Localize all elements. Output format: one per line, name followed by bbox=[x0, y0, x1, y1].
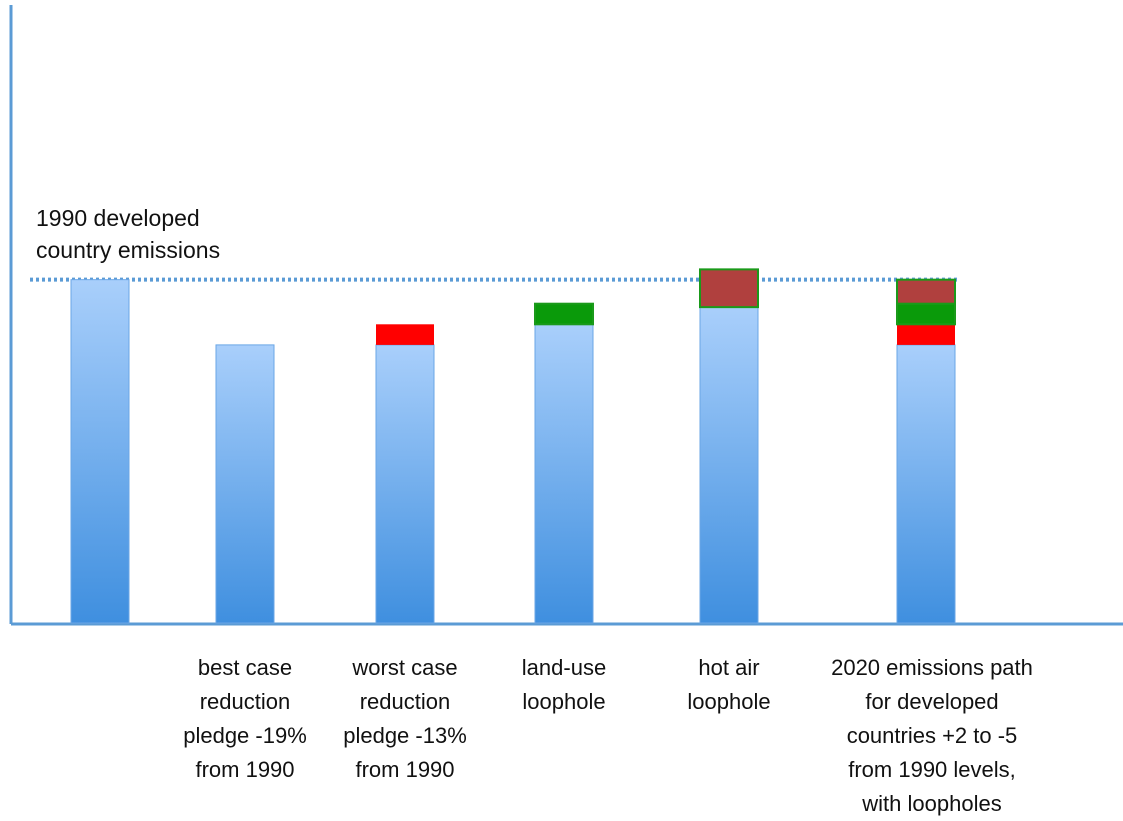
bar-base-4 bbox=[699, 306, 759, 624]
bars-group bbox=[70, 268, 956, 624]
bar-darkred-5 bbox=[896, 278, 956, 305]
bar-base-2 bbox=[375, 344, 435, 624]
bar-green-5 bbox=[896, 302, 956, 326]
bar-base-3 bbox=[534, 323, 594, 624]
bar-base-0 bbox=[70, 279, 130, 624]
bar-red-2 bbox=[376, 324, 434, 345]
bar-green-3 bbox=[534, 302, 594, 326]
x-tick-label-2: worst case reduction pledge -13% from 19… bbox=[343, 655, 467, 782]
bar-base-1 bbox=[215, 344, 275, 624]
x-tick-label-5: 2020 emissions path for developed countr… bbox=[831, 655, 1033, 816]
bar-darkred-4 bbox=[699, 268, 759, 309]
x-tick-label-1: best case reduction pledge -19% from 199… bbox=[183, 655, 307, 782]
x-tick-label-4: hot air loophole bbox=[687, 655, 771, 714]
reference-line-label: 1990 developed country emissions bbox=[36, 205, 221, 263]
bar-base-5 bbox=[896, 344, 956, 624]
bar-red-5 bbox=[897, 324, 955, 345]
x-tick-label-3: land-use loophole bbox=[521, 655, 607, 714]
